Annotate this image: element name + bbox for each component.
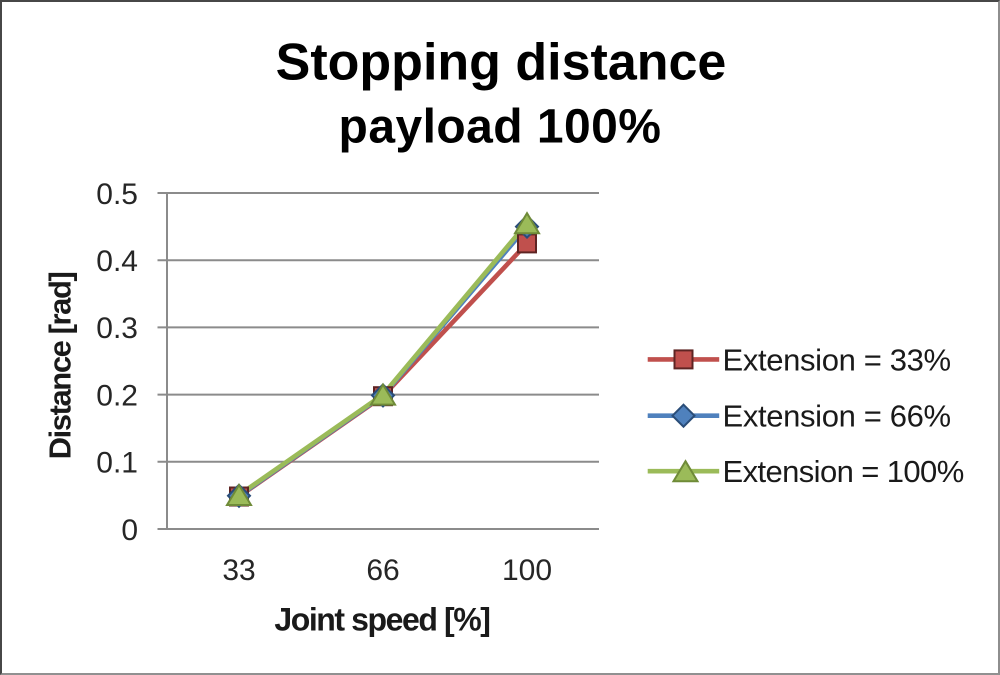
svg-text:0.1: 0.1 (96, 447, 138, 480)
svg-text:Distance [rad]: Distance [rad] (43, 273, 78, 460)
svg-text:0: 0 (121, 514, 138, 547)
svg-text:0.3: 0.3 (96, 312, 138, 345)
svg-text:33: 33 (222, 554, 255, 587)
svg-text:66: 66 (366, 554, 399, 587)
svg-text:Extension = 33%: Extension = 33% (723, 342, 951, 377)
svg-text:Joint speed [%]: Joint speed [%] (274, 602, 489, 638)
svg-text:0.4: 0.4 (96, 245, 138, 278)
svg-text:Extension = 100%: Extension = 100% (723, 454, 964, 489)
svg-text:Extension = 66%: Extension = 66% (723, 399, 951, 434)
svg-text:Stopping distance: Stopping distance (276, 34, 727, 92)
svg-text:0.2: 0.2 (96, 379, 138, 412)
svg-text:100: 100 (502, 554, 552, 587)
svg-text:payload 100%: payload 100% (339, 101, 662, 154)
svg-text:0.5: 0.5 (96, 178, 138, 211)
